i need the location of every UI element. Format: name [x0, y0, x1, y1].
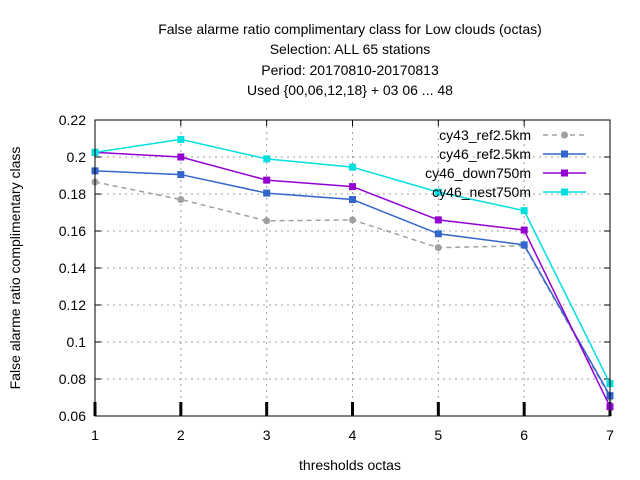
y-tick-label: 0.2 [67, 149, 87, 165]
data-point [263, 155, 271, 163]
data-point [349, 196, 356, 204]
series-line [94, 138, 611, 384]
legend-label: cy46_nest750m [432, 184, 531, 200]
data-point [349, 216, 356, 224]
x-tick-label: 7 [606, 427, 614, 443]
legend-item-cy46_nest750m: cy46_nest750m [432, 184, 586, 200]
x-tick-label: 2 [177, 427, 185, 443]
legend-swatch-marker [561, 169, 568, 177]
data-point [520, 241, 528, 249]
data-point [520, 226, 528, 234]
title-line-2: Selection: ALL 65 stations [270, 41, 431, 57]
legend-item-cy43_ref2.5km: cy43_ref2.5km [439, 127, 586, 143]
y-axis-label: False alarme ratio complimentary class [7, 147, 23, 390]
data-point [434, 188, 442, 196]
data-point [434, 216, 442, 224]
title-line-4: Used {00,06,12,18} + 03 06 ... 48 [247, 82, 453, 98]
y-tick-label: 0.06 [59, 408, 86, 424]
y-tick-label: 0.16 [59, 223, 86, 239]
legend-swatch-marker [561, 188, 568, 196]
y-tick-label: 0.12 [59, 297, 86, 313]
data-point [177, 153, 185, 161]
x-axis-label: thresholds octas [299, 457, 401, 473]
chart-title: False alarme ratio complimentary class f… [158, 21, 542, 98]
data-point [520, 207, 528, 215]
y-tick-label: 0.08 [59, 371, 86, 387]
x-tick-label: 3 [263, 427, 271, 443]
legend-label: cy46_ref2.5km [439, 146, 531, 162]
data-point [434, 230, 442, 238]
title-line-3: Period: 20170810-20170813 [261, 62, 439, 78]
data-point [349, 183, 356, 191]
y-tick-label: 0.18 [59, 186, 86, 202]
data-point [177, 196, 185, 204]
data-point [349, 163, 356, 171]
legend-label: cy46_down750m [425, 165, 531, 181]
y-tick-label: 0.14 [59, 260, 86, 276]
x-tick-label: 6 [520, 427, 528, 443]
data-point [263, 189, 271, 197]
data-point [434, 244, 442, 252]
data-point [263, 217, 271, 225]
legend-item-cy46_ref2.5km: cy46_ref2.5km [439, 146, 586, 162]
series-group [91, 135, 614, 411]
legend-label: cy43_ref2.5km [439, 127, 531, 143]
legend-item-cy46_down750m: cy46_down750m [425, 165, 586, 181]
tick-labels: 0.06 0.08 0.1 0.12 0.14 0.16 0.18 0.2 0.22 1 2 3 4 5 6… [59, 112, 614, 443]
title-line-1: False alarme ratio complimentary class f… [158, 21, 542, 37]
y-tick-label: 0.1 [67, 334, 87, 350]
legend: cy43_ref2.5km cy46_ref2.5km cy46_down750mc… [425, 127, 586, 200]
legend-swatch-marker [561, 131, 568, 139]
series-cy46_down750m [91, 148, 614, 411]
x-tick-label: 5 [434, 427, 442, 443]
series-line [94, 151, 611, 408]
data-point [177, 171, 185, 179]
data-point [263, 176, 271, 184]
legend-swatch-marker [561, 150, 568, 158]
x-tick-label: 1 [91, 427, 99, 443]
x-tick-label: 4 [349, 427, 357, 443]
data-point [177, 135, 185, 143]
y-tick-label: 0.22 [59, 112, 86, 128]
plot-frame [94, 119, 611, 417]
